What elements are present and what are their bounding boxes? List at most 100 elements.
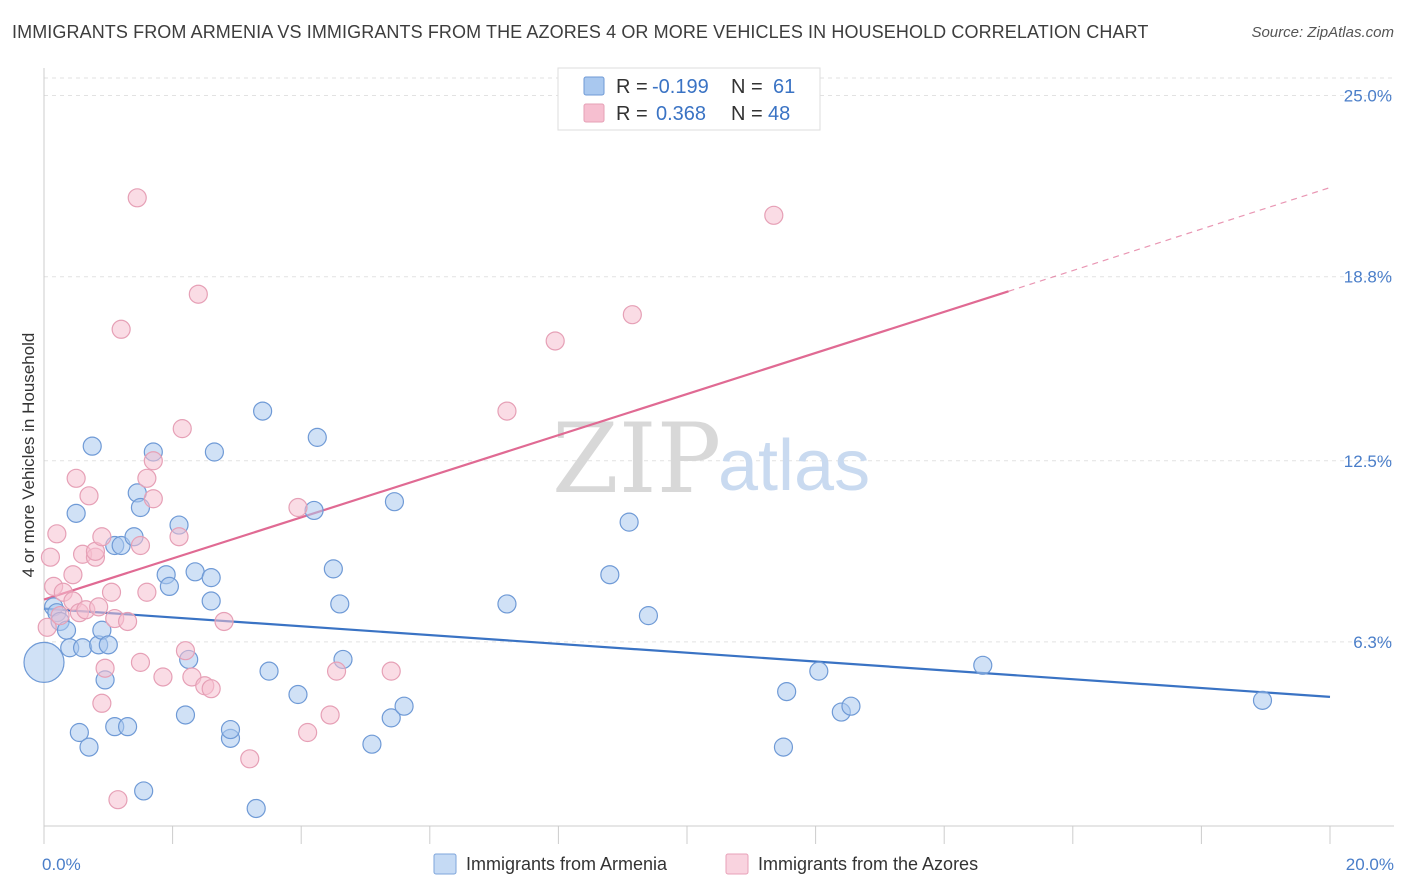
point-armenia <box>253 401 273 421</box>
gridlines <box>44 77 1394 643</box>
legend-n-azores: 48 <box>768 103 790 125</box>
point-azores <box>92 527 112 547</box>
y-tick-label: 18.8% <box>1344 268 1392 287</box>
point-azores <box>50 606 70 626</box>
point-armenia <box>246 798 266 819</box>
point-armenia <box>497 594 517 614</box>
legend: R = -0.199 N = 61 R = 0.368 N = 48 <box>557 67 821 131</box>
point-azores <box>298 722 318 743</box>
point-armenia <box>619 512 639 532</box>
point-azores <box>63 565 83 585</box>
point-azores <box>622 305 642 325</box>
point-azores <box>66 468 86 488</box>
point-armenia <box>394 696 414 716</box>
point-azores <box>545 331 565 351</box>
y-axis-label: 4 or more Vehicles in Household <box>19 333 38 578</box>
bottom-legend-swatch-azores <box>725 853 749 875</box>
point-azores <box>381 661 401 681</box>
point-azores <box>117 611 138 632</box>
point-azores <box>101 582 122 602</box>
point-azores <box>169 527 189 547</box>
point-armenia <box>600 565 620 585</box>
legend-r-label: R = <box>616 76 648 98</box>
watermark-atlas: atlas <box>718 426 870 506</box>
bottom-legend-swatch-armenia <box>433 853 457 875</box>
point-azores <box>172 419 192 439</box>
point-azores <box>143 489 163 509</box>
point-azores <box>764 205 784 225</box>
point-azores <box>497 401 517 421</box>
point-azores <box>79 486 99 506</box>
point-armenia <box>98 635 118 655</box>
point-armenia <box>288 684 308 705</box>
point-azores <box>201 679 221 699</box>
x-tick-label: 0.0% <box>42 855 81 874</box>
point-azores <box>127 188 147 208</box>
point-azores <box>130 535 151 556</box>
point-armenia <box>82 436 102 456</box>
point-armenia <box>973 655 993 675</box>
data-points <box>23 188 1273 819</box>
point-azores <box>240 749 260 769</box>
watermark-zip: ZIP <box>552 403 721 515</box>
point-azores <box>92 693 112 713</box>
point-armenia <box>220 719 241 740</box>
point-armenia <box>638 606 659 626</box>
point-azores <box>137 582 157 602</box>
point-azores <box>137 468 157 488</box>
x-tick-label: 20.0% <box>1346 855 1394 874</box>
point-armenia <box>304 500 324 521</box>
legend-n-armenia: 61 <box>773 76 795 98</box>
point-armenia <box>134 781 154 801</box>
point-azores <box>47 524 67 544</box>
tick-labels: 6.3% 12.5% 18.8% 25.0% 0.0% 20.0% <box>42 87 1394 874</box>
point-armenia <box>23 641 65 683</box>
y-tick-label: 25.0% <box>1344 87 1392 106</box>
point-azores <box>95 658 115 678</box>
point-azores <box>288 497 308 518</box>
legend-r-azores: 0.368 <box>656 103 706 125</box>
point-azores <box>130 652 151 672</box>
point-azores <box>108 790 128 810</box>
point-armenia <box>841 696 861 716</box>
legend-r-label: R = <box>616 103 648 125</box>
point-azores <box>214 611 234 632</box>
bottom-legend: Immigrants from Armenia Immigrants from … <box>433 853 978 875</box>
point-azores <box>37 617 57 637</box>
legend-swatch-azores <box>583 103 605 123</box>
bottom-legend-armenia: Immigrants from Armenia <box>466 854 668 874</box>
point-armenia <box>69 722 89 743</box>
legend-n-label: N = <box>731 76 763 98</box>
point-azores <box>111 319 131 339</box>
point-azores <box>175 641 196 661</box>
point-armenia <box>204 442 224 462</box>
point-armenia <box>381 708 401 728</box>
point-azores <box>188 284 208 304</box>
source-label: Source: ZipAtlas.com <box>1251 24 1394 41</box>
point-armenia <box>175 705 196 725</box>
point-armenia <box>323 559 343 579</box>
point-armenia <box>201 568 221 588</box>
trend-extension-azores <box>1008 186 1331 292</box>
point-armenia <box>777 681 797 702</box>
watermark: ZIP atlas <box>552 403 870 515</box>
point-armenia <box>185 562 205 582</box>
axes <box>43 68 1394 844</box>
legend-n-label: N = <box>731 103 763 125</box>
point-armenia <box>201 591 221 611</box>
point-armenia <box>307 427 327 447</box>
point-armenia <box>66 503 86 523</box>
point-azores <box>143 451 163 471</box>
y-tick-label: 12.5% <box>1344 452 1392 471</box>
y-tick-label: 6.3% <box>1353 633 1392 652</box>
point-armenia <box>773 737 794 757</box>
point-armenia <box>117 717 138 737</box>
bottom-legend-azores: Immigrants from the Azores <box>758 854 978 874</box>
point-armenia <box>330 594 350 614</box>
point-armenia <box>809 661 829 681</box>
point-azores <box>153 667 173 687</box>
legend-r-armenia: -0.199 <box>652 76 709 98</box>
trend-line-armenia <box>43 607 1331 698</box>
point-azores <box>320 705 340 725</box>
